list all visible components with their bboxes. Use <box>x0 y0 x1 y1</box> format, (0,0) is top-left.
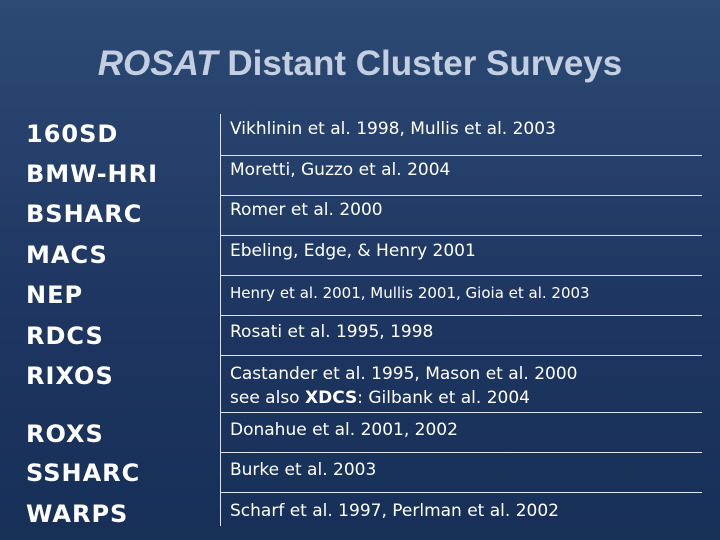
reference-text: Vikhlinin et al. 1998, Mullis et al. 200… <box>230 119 556 139</box>
reference-text: Donahue et al. 2001, 2002 <box>230 420 458 440</box>
reference-text: Scharf et al. 1997, Perlman et al. 2002 <box>230 501 559 521</box>
survey-reference: Burke et al. 2003 <box>230 458 376 482</box>
reference-line: Scharf et al. 1997, Perlman et al. 2002 <box>230 499 559 523</box>
reference-text: Ebeling, Edge, & Henry 2001 <box>230 241 476 261</box>
survey-reference: Henry et al. 2001, Mullis 2001, Gioia et… <box>230 281 590 305</box>
survey-reference: Moretti, Guzzo et al. 2004 <box>230 158 450 182</box>
reference-text: Romer et al. 2000 <box>230 200 383 220</box>
survey-reference: Rosati et al. 1995, 1998 <box>230 320 433 344</box>
reference-line: Burke et al. 2003 <box>230 458 376 482</box>
row-divider <box>220 155 702 156</box>
survey-reference: Castander et al. 1995, Mason et al. 2000… <box>230 362 577 410</box>
column-divider <box>220 114 221 526</box>
row-divider <box>220 275 702 276</box>
survey-name: ROXS <box>26 420 104 448</box>
reference-line: Donahue et al. 2001, 2002 <box>230 418 458 442</box>
reference-text: Rosati et al. 1995, 1998 <box>230 322 434 342</box>
survey-reference: Vikhlinin et al. 1998, Mullis et al. 200… <box>230 117 556 141</box>
title-rest: Distant Cluster Surveys <box>217 44 623 83</box>
row-divider <box>220 412 702 413</box>
title-italic: ROSAT <box>97 44 218 83</box>
survey-reference: Scharf et al. 1997, Perlman et al. 2002 <box>230 499 559 523</box>
row-divider <box>220 195 702 196</box>
row-divider <box>220 355 702 356</box>
row-divider <box>220 492 702 493</box>
survey-name: MACS <box>26 241 108 269</box>
reference-text: see also <box>230 388 305 408</box>
reference-text: Moretti, Guzzo et al. 2004 <box>230 160 451 180</box>
reference-text: Henry et al. 2001, Mullis 2001, Gioia et… <box>230 284 590 302</box>
survey-name: SSHARC <box>26 459 141 487</box>
survey-name: WARPS <box>26 500 129 528</box>
row-divider <box>220 235 702 236</box>
survey-name: NEP <box>26 281 84 309</box>
survey-reference: Romer et al. 2000 <box>230 198 383 222</box>
reference-line: Castander et al. 1995, Mason et al. 2000 <box>230 362 577 386</box>
reference-line: Henry et al. 2001, Mullis 2001, Gioia et… <box>230 281 590 305</box>
survey-name: RDCS <box>26 322 104 350</box>
reference-line: see also XDCS: Gilbank et al. 2004 <box>230 386 577 410</box>
reference-line: Moretti, Guzzo et al. 2004 <box>230 158 450 182</box>
reference-line: Romer et al. 2000 <box>230 198 383 222</box>
reference-text: XDCS <box>304 388 358 408</box>
survey-name: 160SD <box>26 120 119 148</box>
row-divider <box>220 452 702 453</box>
reference-line: Rosati et al. 1995, 1998 <box>230 320 433 344</box>
reference-text: Castander et al. 1995, Mason et al. 2000 <box>230 364 578 384</box>
reference-line: Vikhlinin et al. 1998, Mullis et al. 200… <box>230 117 556 141</box>
row-divider <box>220 315 702 316</box>
survey-name: BSHARC <box>26 200 143 228</box>
survey-name: RIXOS <box>26 362 114 390</box>
reference-text: : Gilbank et al. 2004 <box>357 388 530 408</box>
title: ROSAT Distant Cluster Surveys <box>0 44 720 84</box>
survey-name: BMW-HRI <box>26 160 159 188</box>
survey-reference: Ebeling, Edge, & Henry 2001 <box>230 239 476 263</box>
reference-line: Ebeling, Edge, & Henry 2001 <box>230 239 476 263</box>
survey-reference: Donahue et al. 2001, 2002 <box>230 418 458 442</box>
reference-text: Burke et al. 2003 <box>230 460 377 480</box>
